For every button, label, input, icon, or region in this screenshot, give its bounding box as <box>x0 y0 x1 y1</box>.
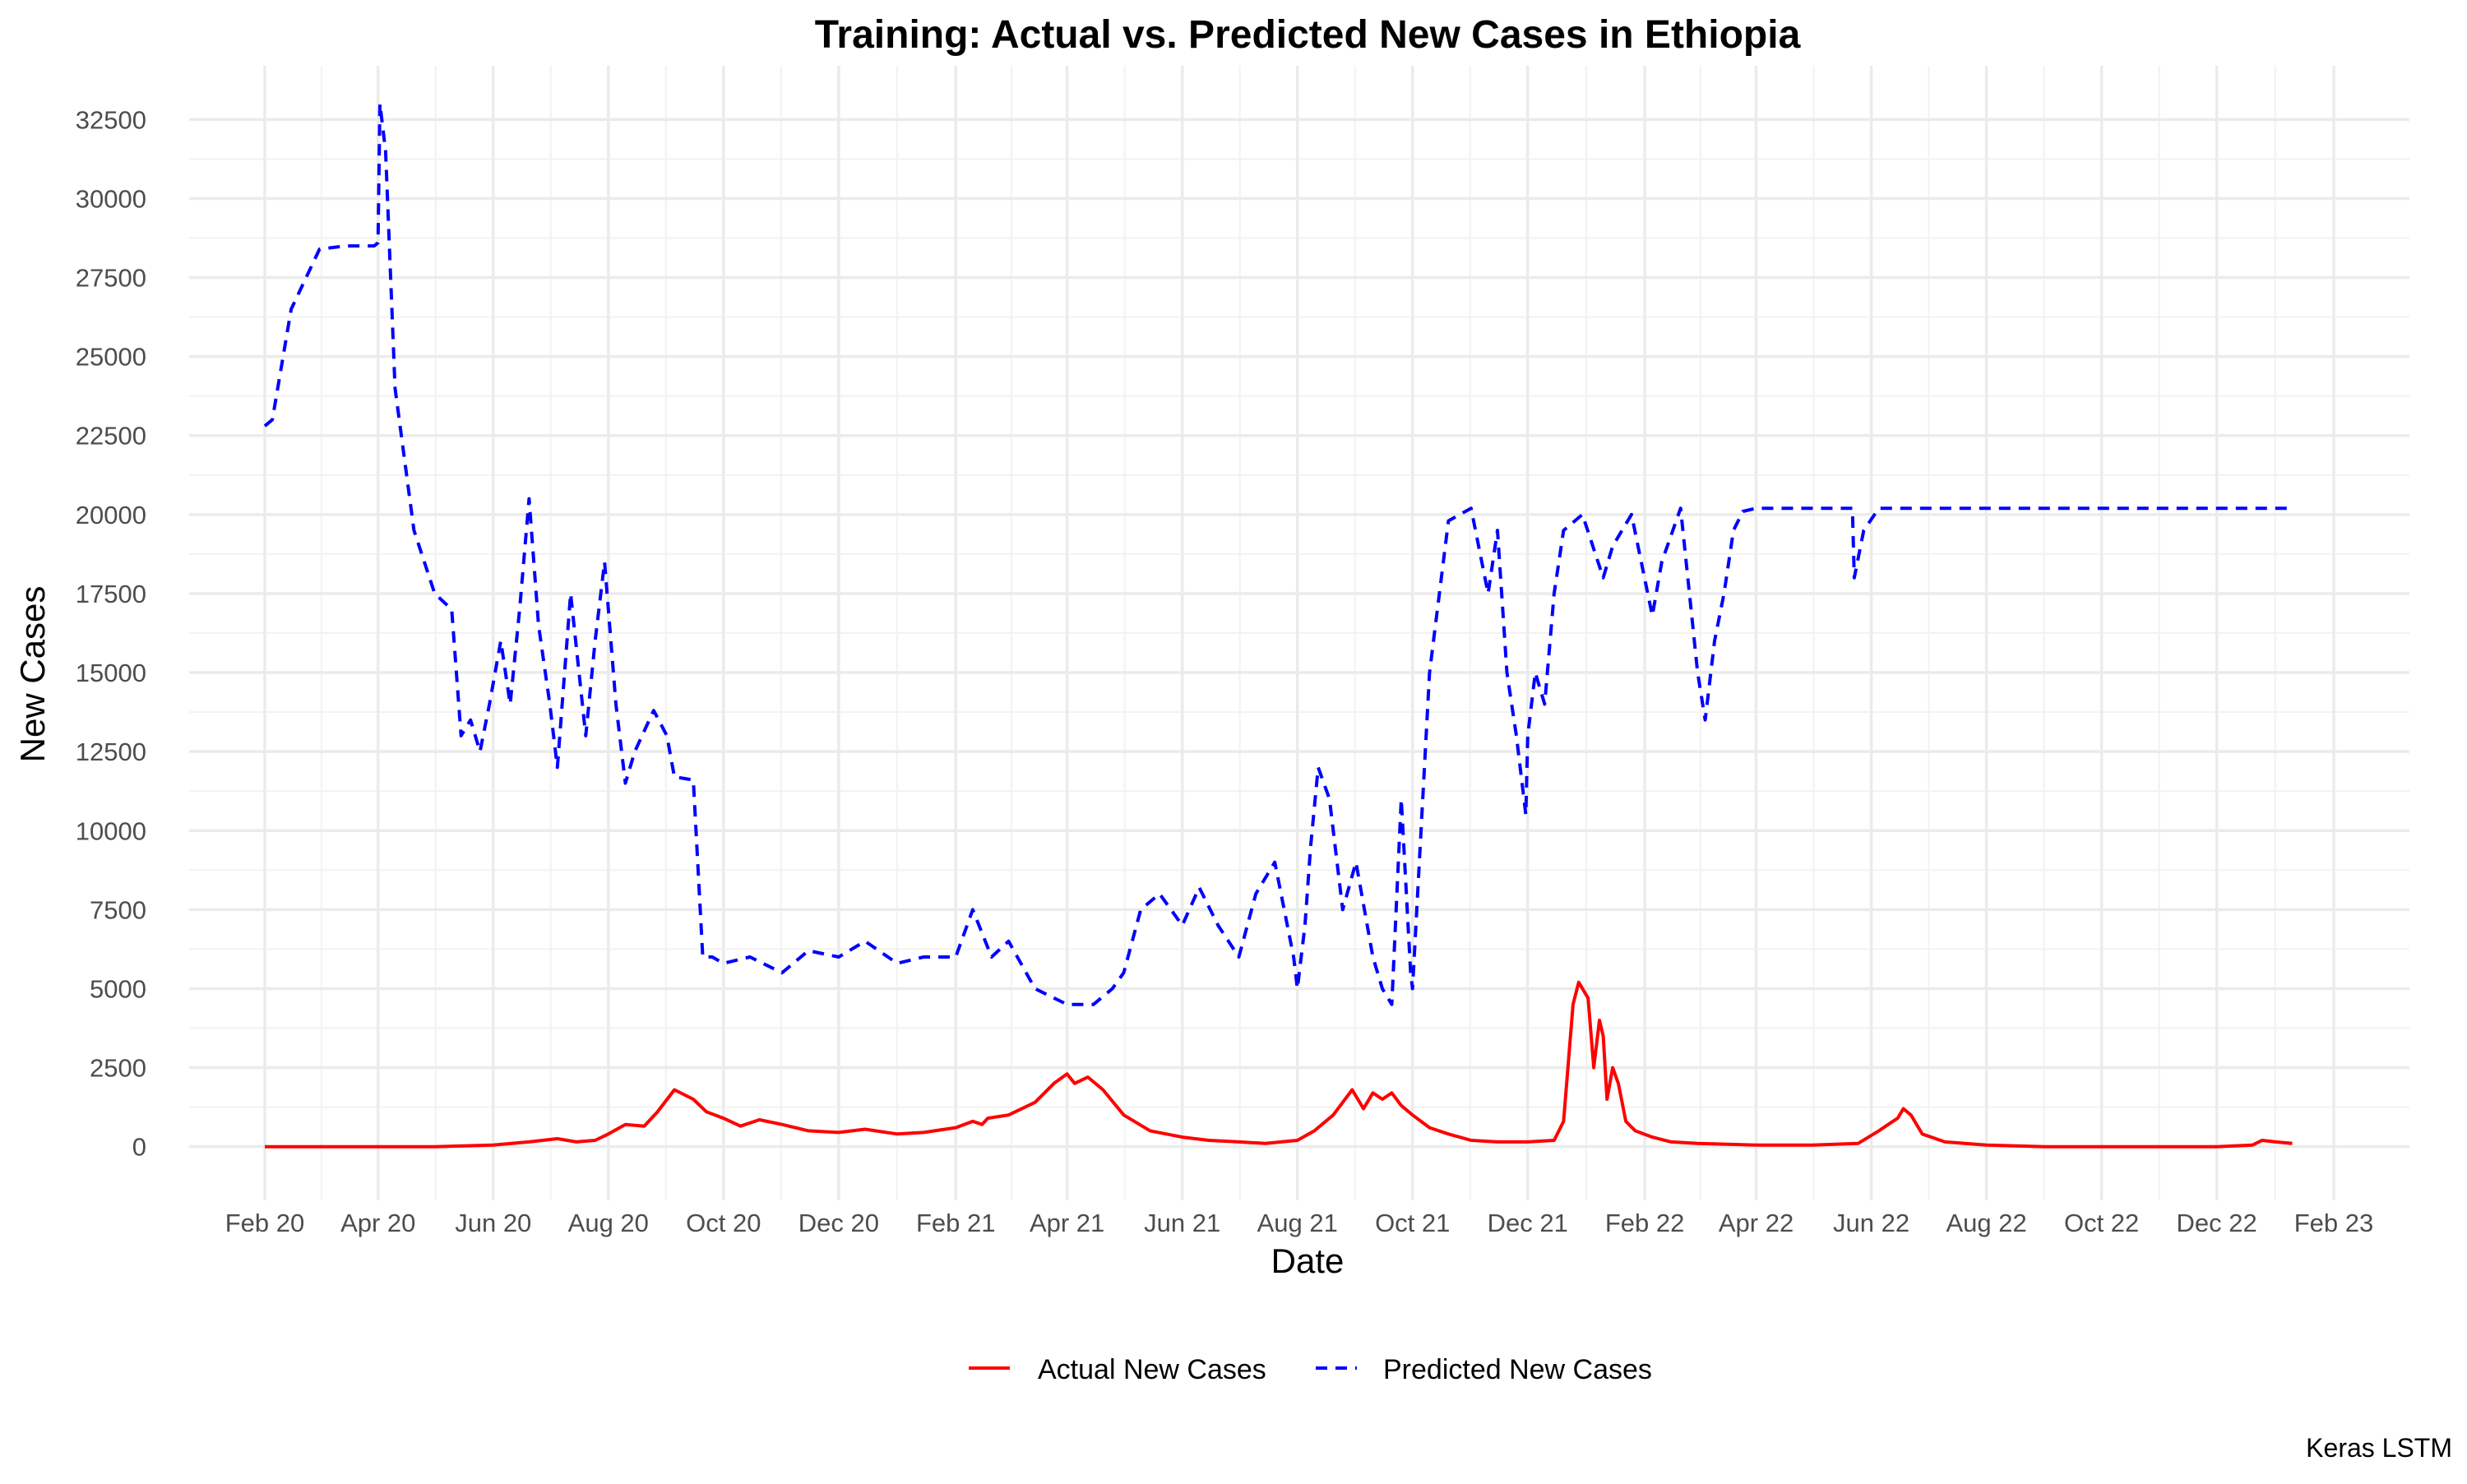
x-axis-label: Date <box>1271 1241 1345 1280</box>
x-tick-label: Jun 20 <box>455 1209 531 1237</box>
x-tick-label: Dec 21 <box>1488 1209 1568 1237</box>
y-tick-label: 12500 <box>76 737 146 766</box>
x-tick-label: Aug 22 <box>1946 1209 2026 1237</box>
x-tick-label: Dec 20 <box>798 1209 879 1237</box>
y-tick-label: 5000 <box>90 974 146 1003</box>
x-tick-labels: Feb 20 Apr 20 Jun 20 Aug 20 Oct 20 Dec 20 Feb … <box>225 1209 2374 1237</box>
x-tick-label: Aug 20 <box>568 1209 649 1237</box>
y-tick-label: 17500 <box>76 580 146 608</box>
chart-caption: Keras LSTM <box>2306 1433 2452 1463</box>
x-tick-label: Feb 20 <box>225 1209 305 1237</box>
legend-label-actual: Actual New Cases <box>1038 1354 1266 1385</box>
x-tick-label: Oct 22 <box>2064 1209 2139 1237</box>
y-tick-label: 20000 <box>76 501 146 529</box>
grid-layer <box>189 66 2409 1200</box>
y-axis-label: New Cases <box>13 586 52 763</box>
series-layer <box>263 102 2293 1149</box>
x-tick-label: Jun 21 <box>1144 1209 1220 1237</box>
y-tick-labels: 0 2500 5000 7500 10000 12500 15000 17500 20000 22… <box>76 105 146 1161</box>
y-tick-label: 15000 <box>76 659 146 687</box>
y-tick-label: 22500 <box>76 422 146 451</box>
series-line-predicted <box>263 102 2293 1006</box>
x-tick-label: Feb 21 <box>916 1209 996 1237</box>
x-tick-label: Apr 20 <box>340 1209 415 1237</box>
chart-title: Training: Actual vs. Predicted New Cases… <box>815 13 1801 57</box>
x-tick-label: Oct 20 <box>686 1209 761 1237</box>
x-tick-label: Apr 21 <box>1030 1209 1104 1237</box>
x-tick-label: Jun 22 <box>1833 1209 1909 1237</box>
y-tick-label: 7500 <box>90 895 146 924</box>
y-tick-label: 25000 <box>76 343 146 372</box>
series-line-actual <box>265 980 2293 1149</box>
y-tick-label: 32500 <box>76 105 146 134</box>
x-tick-label: Aug 21 <box>1257 1209 1338 1237</box>
legend-label-predicted: Predicted New Cases <box>1383 1354 1652 1385</box>
y-tick-label: 0 <box>132 1133 146 1162</box>
x-tick-label: Feb 23 <box>2294 1209 2374 1237</box>
y-tick-label: 27500 <box>76 264 146 293</box>
y-tick-label: 10000 <box>76 816 146 845</box>
x-tick-label: Feb 22 <box>1605 1209 1685 1237</box>
y-tick-label: 30000 <box>76 184 146 213</box>
x-tick-label: Apr 22 <box>1719 1209 1794 1237</box>
legend: Actual New Cases Predicted New Cases <box>969 1354 1652 1385</box>
y-tick-label: 2500 <box>90 1054 146 1083</box>
x-tick-label: Dec 22 <box>2177 1209 2257 1237</box>
x-tick-label: Oct 21 <box>1375 1209 1450 1237</box>
